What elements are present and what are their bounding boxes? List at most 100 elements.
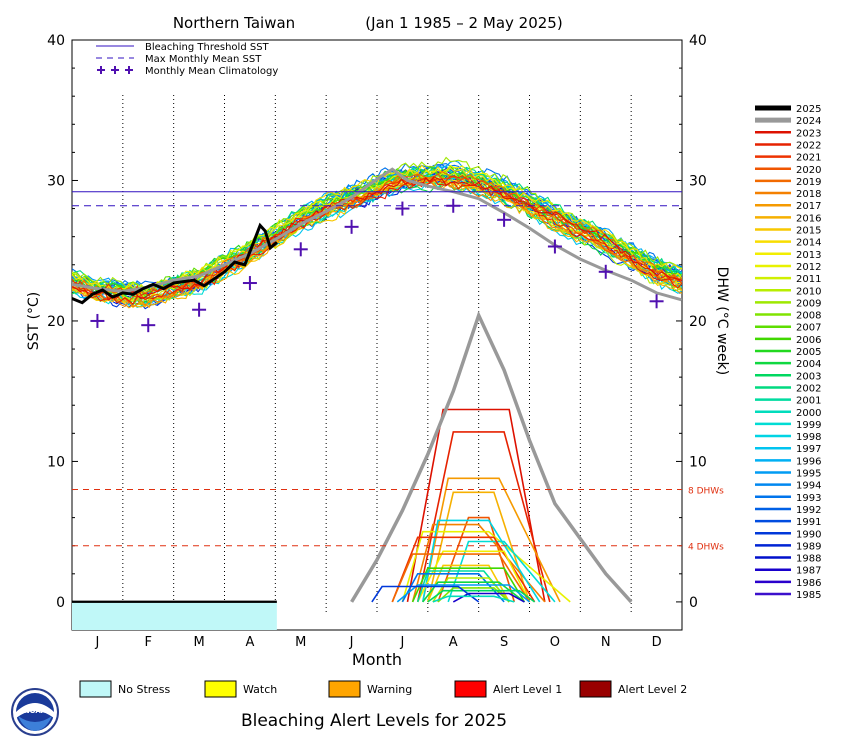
alert-level-swatch: [454, 680, 487, 698]
climatology-plus-marker: [344, 219, 359, 234]
dhw-line-1995: [396, 584, 531, 603]
alert-level-label: Watch: [243, 683, 277, 696]
year-legend-label: 2004: [796, 359, 821, 370]
month-label: J: [399, 635, 404, 650]
alert-level-swatch: [204, 680, 237, 698]
y-tick-label-left: 0: [56, 595, 65, 611]
year-legend-label: 1985: [796, 590, 821, 601]
year-legend-label: 2000: [796, 408, 821, 419]
year-legend-label: 2008: [796, 311, 821, 322]
year-legend-label: 1992: [796, 505, 821, 516]
dhw-line-1998: [422, 519, 541, 603]
alert-level-label: Alert Level 1: [493, 683, 562, 696]
alert-level-label: Warning: [367, 683, 412, 696]
year-legend-label: 2018: [796, 189, 821, 200]
legend-label: Monthly Mean Climatology: [145, 66, 278, 77]
climatology-plus-marker: [598, 264, 613, 279]
year-legend-label: 2006: [796, 335, 821, 346]
climatology-plus-marker: [293, 242, 308, 257]
year-legend-label: 1986: [796, 578, 821, 589]
month-label: A: [449, 635, 458, 650]
month-label: A: [245, 635, 254, 650]
year-legend-label: 1990: [796, 529, 821, 540]
month-label: N: [601, 635, 611, 650]
y-axis-label-left: SST (°C): [26, 292, 42, 350]
dhw-line-2017: [422, 477, 561, 603]
month-label: D: [652, 635, 662, 650]
sst-line-2024: [72, 167, 682, 302]
dhw-line-2013: [416, 550, 531, 603]
climatology-plus-marker: [90, 313, 105, 328]
climatology-plus-marker: [446, 198, 461, 213]
year-legend-label: 2001: [796, 396, 821, 407]
year-legend-label: 1989: [796, 541, 821, 552]
alert-strip-segment: [72, 602, 277, 630]
month-label: M: [295, 635, 306, 650]
y-tick-label-right: 30: [689, 173, 707, 189]
month-label: O: [550, 635, 560, 650]
year-legend-label: 1987: [796, 566, 821, 577]
year-legend-label: 2023: [796, 128, 821, 139]
dhw-line-2018: [411, 523, 546, 603]
year-legend-label: 1998: [796, 432, 821, 443]
alert-level-swatch: [579, 680, 612, 698]
year-legend-label: 2007: [796, 323, 821, 334]
climatology-plus-marker: [649, 294, 664, 309]
month-separators: [122, 95, 632, 615]
year-legend-label: 2015: [796, 226, 821, 237]
chart-title-region: Northern Taiwan: [173, 14, 295, 32]
legend-label: Max Monthly Mean SST: [145, 54, 262, 65]
y-tick-label-right: 40: [689, 33, 707, 49]
year-legend-label: 1997: [796, 444, 821, 455]
legend-label: Bleaching Threshold SST: [145, 42, 270, 53]
dhw-line-2024: [350, 310, 633, 604]
year-legend-label: 1999: [796, 420, 821, 431]
year-legend-label: 2025: [796, 104, 821, 115]
year-legend-label: 2002: [796, 383, 821, 394]
year-legend-label: 2021: [796, 153, 821, 164]
year-legend-label: 1993: [796, 493, 821, 504]
dhw-line-1990: [371, 585, 480, 603]
year-legend-label: 1994: [796, 481, 821, 492]
dhw-line-2023: [406, 408, 546, 603]
year-legend-label: 1988: [796, 554, 821, 565]
dhw-line-2021: [391, 536, 536, 603]
year-legend-label: 2017: [796, 201, 821, 212]
sst-line-2025: [71, 222, 278, 305]
dhw-series-group: [350, 310, 633, 604]
dhw-line-2008: [437, 587, 510, 603]
month-label: S: [500, 635, 508, 650]
dhw-line-2000: [432, 595, 515, 603]
climatology-plus-marker: [192, 302, 207, 317]
climatology-plus-marker: [395, 201, 410, 216]
y-axes: 0 0 10 10 20 20 30 30 40 40: [47, 33, 707, 611]
year-legend-label: 2011: [796, 274, 821, 285]
month-label: F: [145, 635, 152, 650]
alert-level-swatch: [79, 680, 112, 698]
sst-line-2022: [72, 177, 682, 305]
y-axis-label-right: DHW (°C week): [714, 267, 730, 376]
alert-level-label: No Stress: [118, 683, 171, 696]
climatology-plus-marker: [547, 239, 562, 254]
year-legend-label: 2014: [796, 238, 821, 249]
year-legend-label: 2019: [796, 177, 821, 188]
year-legend-label: 1996: [796, 456, 821, 467]
month-label: J: [349, 635, 354, 650]
y-tick-label-left: 40: [47, 33, 65, 49]
year-legend-label: 2005: [796, 347, 821, 358]
bottom-title: Bleaching Alert Levels for 2025: [241, 711, 507, 731]
year-legend-label: 1995: [796, 469, 821, 480]
y-tick-label-right: 20: [689, 314, 707, 330]
y-tick-label-left: 20: [47, 314, 65, 330]
year-legend-label: 2012: [796, 262, 821, 273]
dhw-line-2022: [416, 431, 551, 603]
climatology-plus-marker: [242, 276, 257, 291]
y-tick-label-right: 0: [689, 595, 698, 611]
dhw-line-2016: [427, 491, 531, 603]
year-legend-label: 2003: [796, 371, 821, 382]
y-tick-label-left: 30: [47, 173, 65, 189]
climatology-markers: [90, 198, 664, 333]
